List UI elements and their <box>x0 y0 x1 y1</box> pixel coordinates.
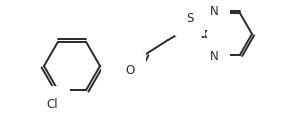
Text: NH: NH <box>113 59 131 72</box>
Text: N: N <box>210 5 218 18</box>
Text: O: O <box>125 64 135 76</box>
Text: S: S <box>186 12 194 25</box>
Text: N: N <box>210 50 218 63</box>
Text: Cl: Cl <box>46 98 58 111</box>
